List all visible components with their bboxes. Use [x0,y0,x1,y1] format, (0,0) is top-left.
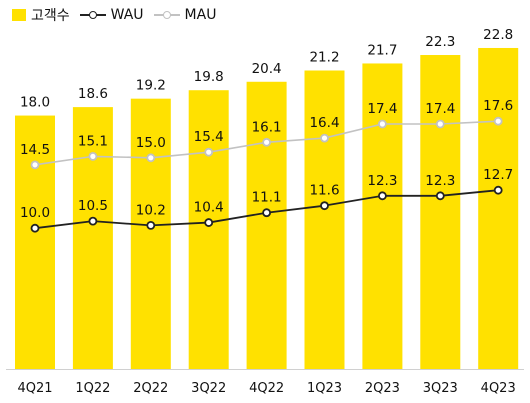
point-mau [30,160,40,170]
bar-customers [420,55,461,370]
data-label-mau: 14.5 [20,142,50,158]
bar-customers [188,90,229,369]
legend-label-customers: 고객수 [31,8,70,24]
bar-value-label: 22.8 [483,27,513,43]
data-label-wau: 10.0 [20,205,50,221]
bar-customers [130,98,171,369]
bar-value-label: 21.7 [367,42,397,58]
data-label-wau: 10.4 [194,200,224,216]
legend-item-mau: MAU [153,7,217,23]
point-wau [88,216,98,226]
legend-label-wau: WAU [110,7,144,23]
point-wau [30,223,40,233]
legend: 고객수 WAU MAU [12,5,216,25]
x-tick-label: 3Q22 [191,381,226,396]
bar-customers [304,70,345,369]
bar-value-label: 19.2 [136,78,166,94]
data-label-mau: 16.1 [252,119,282,135]
bar-value-label: 21.2 [309,50,339,66]
data-label-mau: 15.0 [136,135,166,151]
data-label-mau: 17.4 [367,101,397,117]
point-mau [320,133,329,143]
x-tick-label: 2Q22 [133,381,168,396]
x-tick-label: 1Q23 [307,381,342,396]
point-wau [146,220,156,230]
x-tick-label: 4Q23 [481,381,516,396]
data-label-wau: 12.3 [425,173,455,189]
bar-value-label: 19.8 [194,69,224,85]
bar-customers [362,63,403,370]
point-mau [88,151,98,161]
data-label-wau: 12.3 [367,173,397,189]
data-label-mau: 15.1 [78,133,108,149]
legend-label-mau: MAU [184,7,217,23]
data-label-wau: 10.5 [78,198,108,214]
point-wau [435,191,445,201]
bar-customers [246,81,287,369]
legend-swatch-mau [153,9,180,21]
data-label-wau: 11.6 [309,183,339,199]
x-tick-label: 2Q23 [365,381,400,396]
data-label-mau: 15.4 [194,129,224,145]
point-wau [320,201,329,211]
legend-item-wau: WAU [79,7,144,23]
bar-value-label: 20.4 [252,61,282,77]
point-mau [435,119,445,129]
point-wau [262,208,272,218]
point-mau [204,147,214,157]
point-mau [146,153,156,163]
bar-value-label: 22.3 [425,34,455,50]
x-tick-label: 4Q22 [249,381,284,396]
data-label-mau: 16.4 [309,115,339,131]
bar-value-label: 18.6 [78,86,108,102]
data-label-mau: 17.4 [425,101,455,117]
data-label-wau: 11.1 [252,190,282,206]
x-tick-label: 3Q23 [423,381,458,396]
point-wau [204,218,214,227]
x-tick-label: 4Q21 [17,381,52,396]
legend-swatch-wau [79,9,106,21]
data-label-mau: 17.6 [483,98,513,114]
bar-customers [478,47,519,369]
point-mau [377,119,387,129]
legend-item-customers: 고객수 [12,5,70,25]
data-label-wau: 10.2 [136,202,166,218]
point-mau [262,137,272,147]
bar-customers [72,107,113,369]
bar-customers [15,115,55,369]
data-label-wau: 12.7 [483,167,513,183]
bar-value-label: 18.0 [20,95,50,111]
legend-swatch-customers [12,9,26,21]
point-mau [493,116,503,126]
point-wau [493,185,503,195]
x-tick-label: 1Q22 [75,381,110,396]
point-wau [377,191,387,201]
